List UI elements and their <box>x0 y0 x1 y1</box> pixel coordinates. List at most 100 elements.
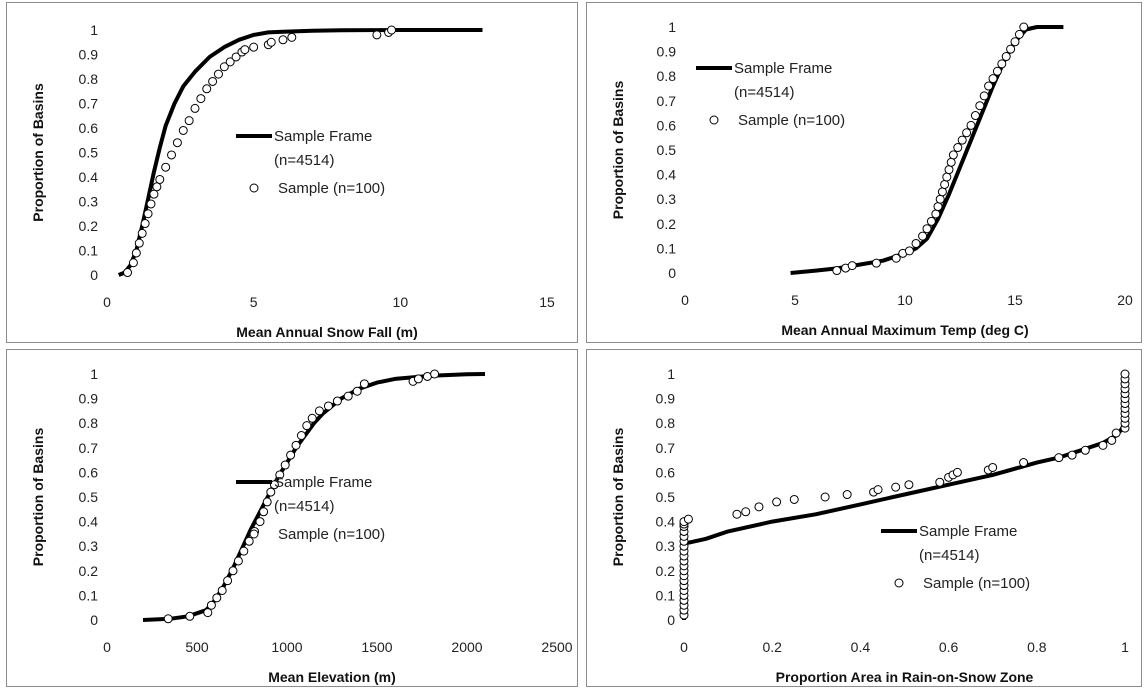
y-tick-label: 0.2 <box>656 563 676 579</box>
y-tick-label: 0.7 <box>656 440 676 456</box>
y-tick-label: 0.9 <box>657 44 677 60</box>
sample-point <box>167 150 177 160</box>
legend-label: Sample (n=100) <box>278 526 385 543</box>
chart-panel-elevation: 0 0.1 0.2 0.3 0.4 0.5 0.6 0.7 0.8 0.9 1 0 500 1000 150… <box>6 349 578 687</box>
y-tick-label: 0.8 <box>79 415 99 431</box>
y-tick-label: 0.4 <box>657 167 677 183</box>
y-tick-label: 0.2 <box>79 563 99 579</box>
sample-point <box>140 219 150 229</box>
x-tick-label: 0.4 <box>851 639 871 655</box>
y-tick-label: 0.5 <box>656 489 676 505</box>
chart-panel-snowfall: 0 0.1 0.2 0.3 0.4 0.5 0.6 0.7 0.8 0.9 1 0 5 10 15 Mean … <box>6 2 578 343</box>
legend-marker-swatch <box>894 578 904 588</box>
sample-point <box>935 194 945 204</box>
sample-point <box>249 42 259 52</box>
sample-point <box>161 162 171 172</box>
legend-label: Sample Frame <box>274 474 372 491</box>
sample-point <box>732 509 742 519</box>
sample-point <box>873 485 883 495</box>
sample-point <box>952 467 962 477</box>
sample-point <box>1019 22 1029 32</box>
sample-point <box>172 138 182 148</box>
sample-point <box>1067 450 1077 460</box>
legend-label: Sample Frame <box>919 523 1017 540</box>
legend-label: (n=4514) <box>734 84 794 101</box>
y-tick-label: 0.6 <box>79 464 99 480</box>
x-tick-label: 0.2 <box>762 639 782 655</box>
sample-point <box>772 497 782 507</box>
sample-point <box>219 62 229 72</box>
y-tick-label: 0.6 <box>657 117 677 133</box>
sample-point <box>359 379 369 389</box>
sample-point <box>155 174 165 184</box>
y-tick-label: 0.9 <box>79 47 99 63</box>
sample-point <box>266 487 276 497</box>
sample-point <box>1098 440 1108 450</box>
x-tick-label: 0 <box>103 639 111 655</box>
y-tick-label: 1 <box>90 366 98 382</box>
y-tick-label: 1 <box>667 366 675 382</box>
sample-point <box>1107 435 1117 445</box>
sample-point <box>962 128 972 138</box>
sample-point <box>213 69 223 79</box>
sample-point <box>1080 445 1090 455</box>
y-tick-label: 0.1 <box>657 240 677 256</box>
sample-point <box>1019 458 1029 468</box>
sample-point <box>228 566 238 576</box>
legend-label: Sample (n=100) <box>923 575 1030 592</box>
sample-point <box>926 216 936 226</box>
sample-point <box>275 470 285 480</box>
sample-point <box>352 386 362 396</box>
sample-point <box>847 261 857 271</box>
y-tick-label: 0.4 <box>79 169 99 185</box>
x-tick-label: 1500 <box>361 639 392 655</box>
sample-point <box>143 209 153 219</box>
sample-frame-line <box>117 28 483 277</box>
sample-point <box>296 431 306 440</box>
legend-label: (n=4514) <box>919 547 979 564</box>
sample-frame-line <box>682 374 1127 620</box>
x-tick-label: 0 <box>680 639 688 655</box>
sample-point <box>937 187 947 197</box>
sample-point <box>291 440 301 450</box>
x-tick-label: 15 <box>1007 292 1023 308</box>
sample-point <box>202 84 212 94</box>
sample-point <box>231 52 241 62</box>
y-tick-label: 0.8 <box>79 71 99 87</box>
x-axis-title: Proportion Area in Rain-on-Snow Zone <box>776 669 1034 685</box>
sample-point <box>259 507 269 517</box>
sample-point <box>128 258 138 268</box>
sample-point <box>988 74 998 84</box>
x-tick-label: 15 <box>539 294 555 310</box>
y-axis-title: Proportion of Basins <box>610 81 626 220</box>
sample-point <box>754 502 764 512</box>
sample-point <box>208 76 218 86</box>
sample-point <box>948 150 958 160</box>
x-tick-label: 0.8 <box>1027 639 1047 655</box>
sample-point <box>1120 369 1130 379</box>
y-tick-label: 0.5 <box>657 142 677 158</box>
sample-point <box>212 593 222 603</box>
legend-label: Sample Frame <box>734 60 832 77</box>
x-axis-title: Mean Annual Maximum Temp (deg C) <box>781 322 1028 338</box>
sample-point <box>203 608 213 618</box>
y-tick-label: 0.3 <box>656 538 676 554</box>
y-tick-label: 0 <box>90 267 98 283</box>
sample-point <box>239 546 249 556</box>
chart-svg: 0 0.1 0.2 0.3 0.4 0.5 0.6 0.7 0.8 0.9 1 0 500 1000 150… <box>30 366 573 685</box>
sample-point <box>244 536 254 546</box>
sample-point <box>975 101 985 111</box>
sample-point <box>970 111 980 121</box>
sample-point <box>922 224 932 234</box>
sample-point <box>918 231 928 241</box>
sample-point <box>1006 44 1016 54</box>
sample-point <box>196 94 206 104</box>
sample-point <box>184 116 194 126</box>
x-tick-label: 20 <box>1117 292 1133 308</box>
sample-point <box>163 614 173 624</box>
y-tick-label: 0.8 <box>657 68 677 84</box>
sample-point <box>302 421 312 431</box>
y-tick-label: 0.6 <box>79 120 99 136</box>
chart-panel-max-temp: 0 0.1 0.2 0.3 0.4 0.5 0.6 0.7 0.8 0.9 1 0 5 10 15 20 Mea… <box>586 2 1142 343</box>
sample-point <box>988 462 998 472</box>
